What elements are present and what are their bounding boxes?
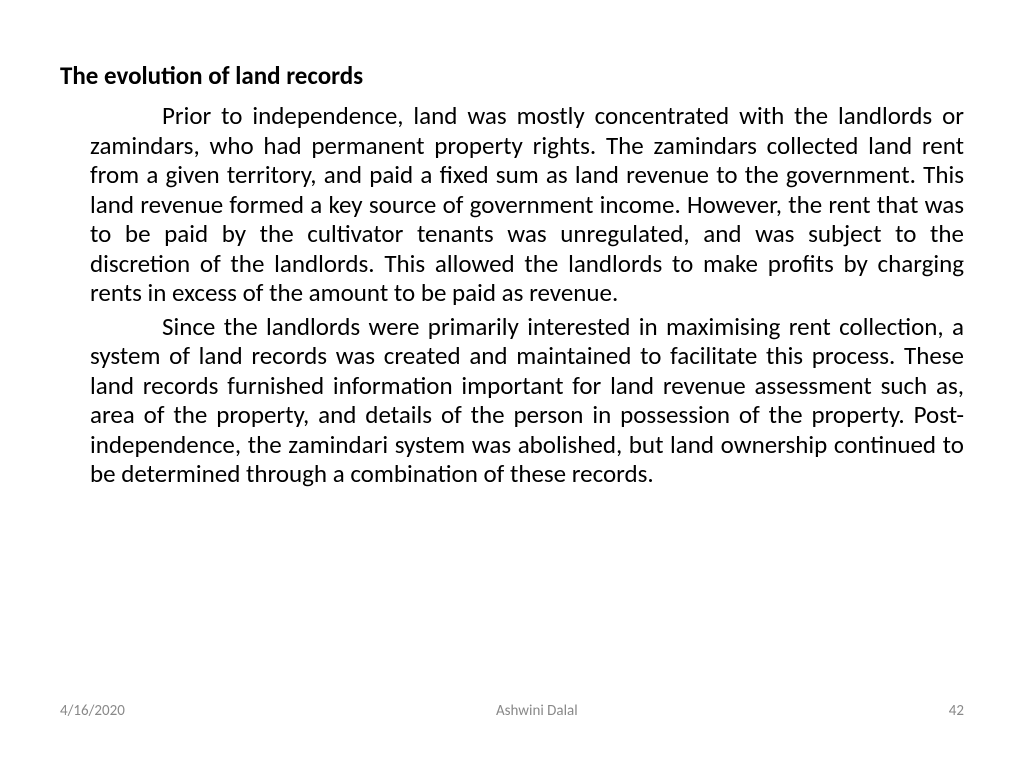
slide-container: The evolution of land records Prior to i… bbox=[0, 0, 1024, 768]
slide-heading: The evolution of land records bbox=[60, 60, 964, 91]
paragraph-2: Since the landlords were primarily inter… bbox=[90, 312, 964, 489]
footer-page-number: 42 bbox=[949, 702, 964, 720]
slide-content: The evolution of land records Prior to i… bbox=[60, 60, 964, 702]
slide-footer: 4/16/2020 Ashwini Dalal 42 bbox=[60, 702, 964, 728]
footer-author: Ashwini Dalal bbox=[125, 702, 949, 720]
footer-date: 4/16/2020 bbox=[60, 702, 125, 720]
paragraph-1: Prior to independence, land was mostly c… bbox=[90, 101, 964, 308]
